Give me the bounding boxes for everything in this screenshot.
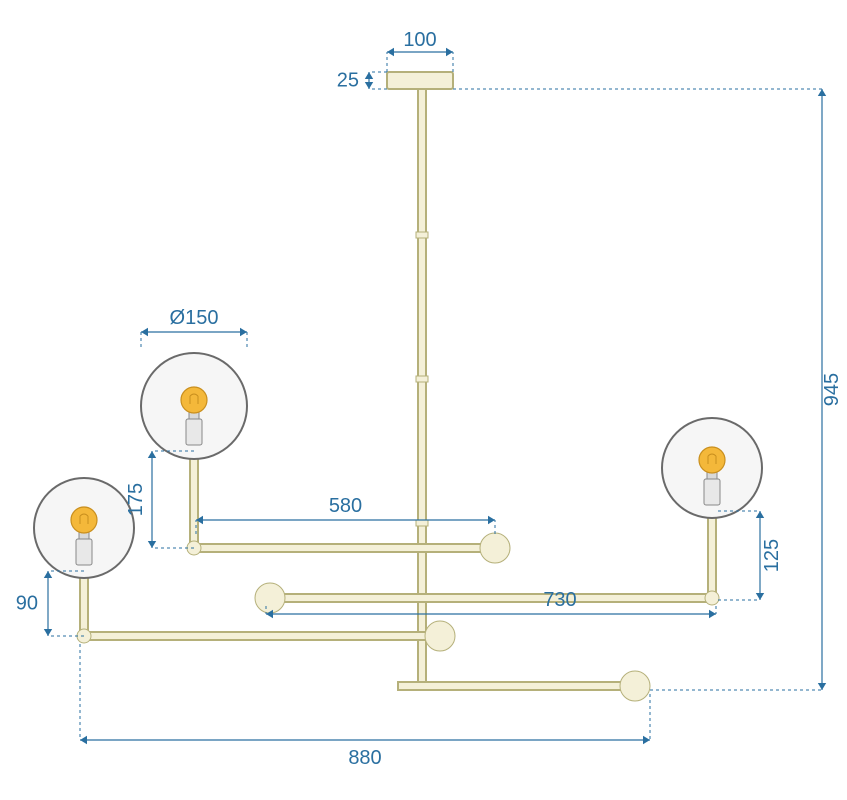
arm <box>270 594 716 602</box>
arm-riser <box>190 453 198 544</box>
dim-label: 580 <box>329 495 362 517</box>
dim-label: Ø150 <box>170 307 219 329</box>
dim-label: 100 <box>403 29 436 51</box>
arm-ball <box>425 621 455 651</box>
dim-label: 175 <box>125 483 147 516</box>
dim-label: 730 <box>543 589 576 611</box>
lamp-socket <box>704 479 720 505</box>
bulb-icon <box>181 387 207 413</box>
arm-ball <box>620 671 650 701</box>
technical-drawing: 100 25 Ø150 175 580 730 125 90 880 945 <box>0 0 847 800</box>
arm-ball <box>255 583 285 613</box>
arm-riser <box>80 573 88 632</box>
arm-riser <box>708 513 716 594</box>
dim-label: 945 <box>821 373 843 406</box>
lamp-socket <box>186 419 202 445</box>
arm <box>80 632 440 640</box>
lamp-socket <box>76 539 92 565</box>
dim-label: 880 <box>348 747 381 769</box>
dim-label: 125 <box>761 539 783 572</box>
arm <box>398 682 635 690</box>
dim-label: 90 <box>16 593 38 615</box>
arm <box>190 544 495 552</box>
ceiling-canopy <box>387 72 453 89</box>
dim-label: 25 <box>337 70 359 92</box>
bulb-icon <box>71 507 97 533</box>
bulb-icon <box>699 447 725 473</box>
arm-ball <box>480 533 510 563</box>
